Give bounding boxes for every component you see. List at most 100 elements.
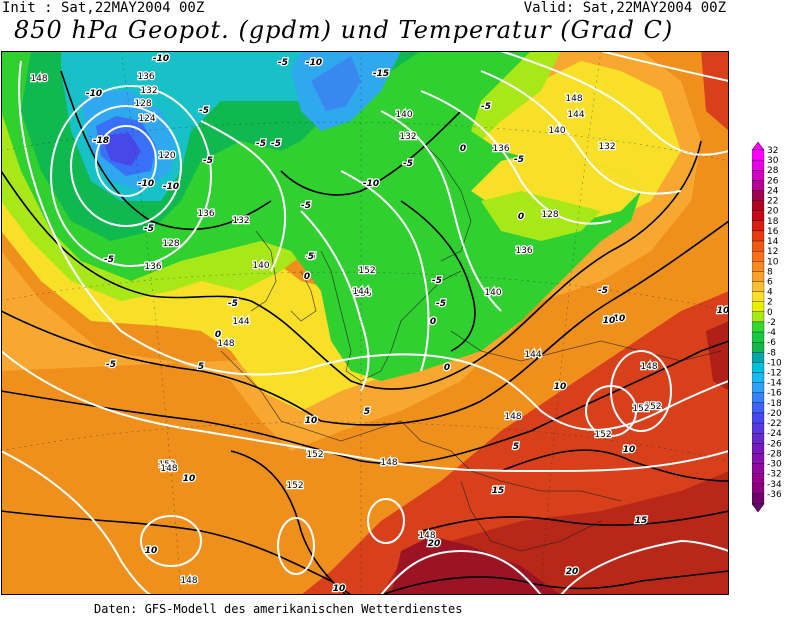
- colorbar-tick-label: -18: [767, 399, 782, 409]
- temperature-label: 15: [492, 486, 505, 496]
- temperature-label: -5: [106, 360, 116, 370]
- geopotential-label: 152: [632, 404, 649, 414]
- geopotential-label: 144: [232, 317, 249, 327]
- grid-lines: [1, 51, 729, 595]
- colorbar-cell: [752, 190, 765, 201]
- colorbar-cell: [752, 422, 765, 434]
- colorbar-tick-label: 6: [767, 277, 773, 287]
- temperature-label: 5: [513, 442, 519, 452]
- colorbar-cell: [752, 230, 765, 242]
- colorbar-tick-label: 30: [767, 156, 779, 166]
- colorbar-tick-label: 20: [767, 207, 779, 217]
- temperature-label: -5: [278, 58, 288, 68]
- colorbar-cell: [752, 443, 765, 454]
- colorbar-tick-label: 24: [767, 186, 779, 196]
- geopotential-label: 152: [594, 430, 611, 440]
- geopotential-label: 140: [395, 110, 412, 120]
- colorbar-cell: [752, 180, 765, 191]
- colorbar-cell: [752, 159, 765, 171]
- colorbar-tick-label: -30: [767, 460, 782, 470]
- geopotential-label: 128: [162, 239, 179, 249]
- temperature-label: 10: [613, 314, 626, 324]
- temperature-label: -10: [163, 182, 179, 192]
- temperature-label: 5: [198, 362, 204, 372]
- colorbar-tick-label: 10: [767, 257, 779, 267]
- colorbar-cell: [752, 463, 765, 474]
- geopotential-label: 152: [286, 481, 303, 491]
- colorbar-tick-label: -24: [767, 429, 782, 439]
- geopotential-label: 120: [158, 151, 175, 161]
- colorbar-cell: [752, 352, 765, 363]
- temperature-contours: [1, 70, 729, 595]
- temperature-label: 20: [428, 539, 441, 549]
- colorbar-cell: [752, 240, 765, 252]
- geopotential-label: 152: [158, 460, 175, 470]
- geopotential-label: 148: [30, 74, 47, 84]
- geopotential-label: 136: [197, 209, 214, 219]
- colorbar-tick-label: -34: [767, 480, 782, 490]
- colorbar-tick-label: -4: [767, 328, 776, 338]
- map-border: [1, 51, 729, 595]
- temperature-label: 0: [215, 330, 221, 340]
- temperature-label: 10: [554, 382, 567, 392]
- colorbar-tick-label: -32: [767, 470, 782, 480]
- temperature-label: -5: [514, 155, 524, 165]
- colorbar-cell: [752, 301, 765, 312]
- colorbar-tick-label: -26: [767, 439, 782, 449]
- coastlines: [220, 140, 722, 552]
- temperature-label: -5: [301, 201, 311, 211]
- geopotential-label: 148: [418, 531, 435, 541]
- colorbar-tick-label: -6: [767, 338, 776, 348]
- geopotential-label: 144: [352, 287, 369, 297]
- zone-e-red: [706, 321, 729, 391]
- temperature-label: 5: [364, 407, 370, 417]
- temperature-label: 10: [183, 474, 196, 484]
- geopotential-label: 148: [565, 94, 582, 104]
- valid-time-label: Valid: Sat,22MAY2004 00Z: [523, 0, 726, 16]
- geopotential-label: 136: [492, 144, 509, 154]
- temperature-label: -5: [199, 106, 209, 116]
- init-time-label: Init : Sat,22MAY2004 00Z: [2, 0, 205, 16]
- colorbar-tick-label: 32: [767, 146, 778, 156]
- zone-north-blue: [311, 56, 361, 111]
- geopotential-label: 156: [354, 289, 371, 299]
- colorbar-tick-label: -8: [767, 348, 776, 358]
- geopotential-label: 136: [144, 262, 161, 272]
- colorbar-tick-label: 16: [767, 227, 779, 237]
- colorbar-tick-label: -14: [767, 379, 782, 389]
- geopotential-label: 136: [515, 246, 532, 256]
- temperature-label: 0: [518, 212, 524, 222]
- colorbar-tick-label: -28: [767, 449, 782, 459]
- zone-ne-yellowgreen: [481, 191, 601, 241]
- colorbar-cell: [752, 412, 765, 424]
- geopotential-label: 144: [567, 110, 584, 120]
- geopotential-label: 148: [160, 464, 177, 474]
- colorbar-top-arrow: [752, 142, 765, 151]
- temperature-label: 20: [566, 567, 579, 577]
- zone-ne-red: [701, 51, 729, 131]
- temperature-label: -5: [104, 255, 114, 265]
- temperature-label: -10: [86, 89, 102, 99]
- temperature-label: 0: [460, 144, 466, 154]
- geopotential-label: 132: [140, 86, 157, 96]
- geopotential-label: 140: [484, 288, 501, 298]
- temperature-colorbar: 32302826242220181614121086420-2-4-6-8-10…: [752, 142, 782, 512]
- geopotential-label: 128: [541, 210, 558, 220]
- colorbar-cell: [752, 311, 765, 323]
- colorbar-cell: [752, 250, 765, 262]
- colorbar-bottom-arrow: [752, 503, 765, 512]
- colorbar-cell: [752, 271, 765, 282]
- zone-darkblue: [101, 133, 141, 166]
- geopotential-label: 132: [399, 132, 416, 142]
- colorbar-cell: [752, 331, 765, 343]
- colorbar-cell: [752, 321, 765, 333]
- colorbar-tick-label: -10: [767, 358, 782, 368]
- temperature-label: -5: [436, 299, 446, 309]
- temperature-label: -10: [363, 179, 379, 189]
- colorbar-cell: [752, 372, 765, 383]
- colorbar-tick-label: -36: [767, 490, 782, 500]
- colorbar-cell: [752, 291, 765, 302]
- temperature-label: 10: [333, 584, 346, 594]
- geopotential-label: 148: [380, 458, 397, 468]
